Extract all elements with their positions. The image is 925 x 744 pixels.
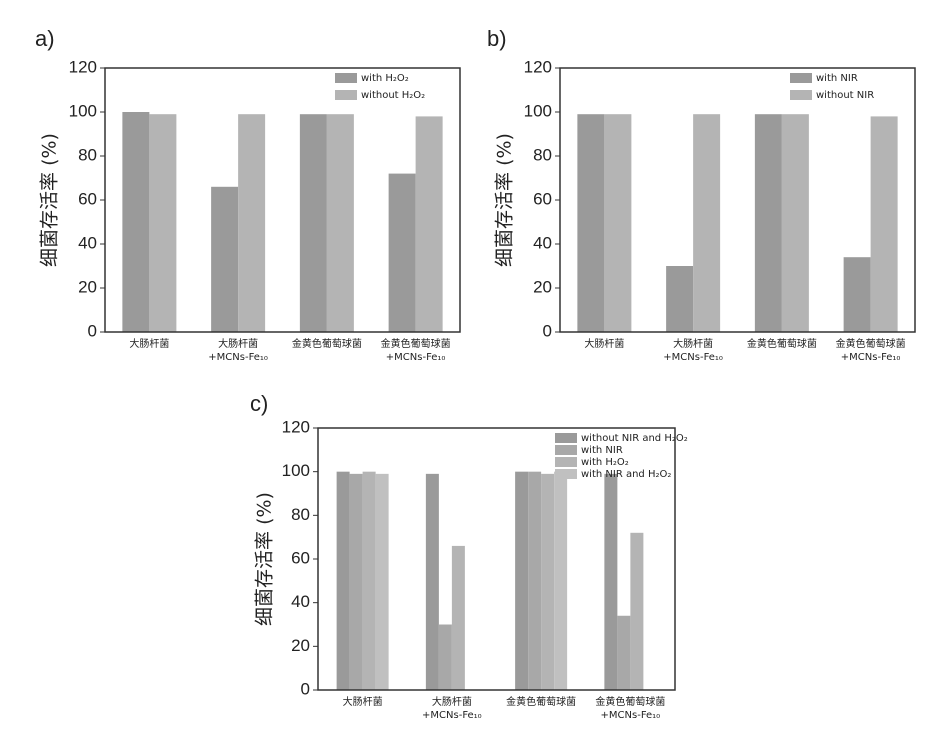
legend-label: with H₂O₂ [581, 457, 629, 468]
page: {"chart_data": [ {"type": "bar", "label"… [0, 0, 925, 744]
y-tick-label: 60 [291, 548, 310, 567]
x-tick-label: 金黄色葡萄球菌 [836, 337, 906, 350]
y-tick-label: 60 [533, 189, 552, 208]
y-tick-label: 0 [88, 321, 97, 340]
y-tick-label: 120 [282, 417, 310, 436]
legend-label: with NIR and H₂O₂ [581, 469, 671, 480]
panel-label: b) [487, 26, 507, 51]
bar [426, 474, 439, 690]
bar [871, 116, 898, 332]
bar [416, 116, 443, 332]
y-tick-label: 80 [533, 145, 552, 164]
y-tick-label: 0 [543, 321, 552, 340]
bar [604, 474, 617, 690]
legend-swatch [335, 90, 357, 100]
x-tick-label: 金黄色葡萄球菌 [747, 337, 817, 350]
legend-swatch [790, 73, 812, 83]
panel-label: a) [35, 26, 55, 51]
x-tick-label: 金黄色葡萄球菌 [292, 337, 362, 350]
legend-label: without H₂O₂ [361, 90, 425, 101]
bar [211, 187, 238, 332]
bar [844, 257, 871, 332]
legend-label: with NIR [816, 73, 858, 84]
y-tick-label: 80 [78, 145, 97, 164]
legend-swatch [555, 469, 577, 479]
bar [782, 114, 809, 332]
legend-label: with H₂O₂ [361, 73, 409, 84]
bar [604, 114, 631, 332]
x-tick-label: 大肠杆菌 [343, 695, 383, 708]
legend-swatch [335, 73, 357, 83]
bar [755, 114, 782, 332]
y-tick-label: 120 [524, 57, 552, 76]
x-tick-label: 大肠杆菌 [673, 337, 713, 350]
x-tick-label: 金黄色葡萄球菌 [506, 695, 576, 708]
bar [122, 112, 149, 332]
bar [666, 266, 693, 332]
bar [617, 616, 630, 690]
y-axis-label: 细菌存活率 (%) [39, 133, 61, 267]
legend-swatch [790, 90, 812, 100]
x-tick-label: 大肠杆菌 [218, 337, 258, 350]
y-tick-label: 100 [282, 461, 310, 480]
bar [350, 474, 363, 690]
y-axis-label: 细菌存活率 (%) [494, 133, 516, 267]
y-tick-label: 20 [291, 636, 310, 655]
bar [528, 472, 541, 690]
legend-swatch [555, 433, 577, 443]
y-tick-label: 60 [78, 189, 97, 208]
bar [149, 114, 176, 332]
y-tick-label: 0 [301, 679, 310, 698]
legend-swatch [555, 457, 577, 467]
bar [541, 474, 554, 690]
y-tick-label: 40 [291, 592, 310, 611]
x-tick-label: +MCNs-Fe₁₀ [663, 352, 723, 363]
legend-label: without NIR and H₂O₂ [581, 433, 688, 444]
y-axis-label: 细菌存活率 (%) [254, 492, 276, 626]
x-tick-label: 大肠杆菌 [432, 695, 472, 708]
bar [577, 114, 604, 332]
bar [327, 114, 354, 332]
bar [238, 114, 265, 332]
x-tick-label: 金黄色葡萄球菌 [595, 695, 665, 708]
panel-label: c) [250, 391, 268, 416]
bar [452, 546, 465, 690]
x-tick-label: 大肠杆菌 [129, 337, 169, 350]
y-tick-label: 120 [69, 57, 97, 76]
y-tick-label: 20 [533, 277, 552, 296]
bar [300, 114, 327, 332]
legend-label: without NIR [816, 90, 874, 101]
legend-label: with NIR [581, 445, 623, 456]
x-tick-label: +MCNs-Fe₁₀ [208, 352, 268, 363]
bar [630, 533, 643, 690]
bar [376, 474, 389, 690]
bar [693, 114, 720, 332]
legend-swatch [555, 445, 577, 455]
bar [439, 625, 452, 691]
bar [337, 472, 350, 690]
x-tick-label: +MCNs-Fe₁₀ [422, 710, 482, 721]
x-tick-label: +MCNs-Fe₁₀ [841, 352, 901, 363]
bar [363, 472, 376, 690]
y-tick-label: 100 [69, 101, 97, 120]
x-tick-label: 金黄色葡萄球菌 [381, 337, 451, 350]
y-tick-label: 100 [524, 101, 552, 120]
x-tick-label: 大肠杆菌 [584, 337, 624, 350]
bar [389, 174, 416, 332]
y-tick-label: 40 [533, 233, 552, 252]
x-tick-label: +MCNs-Fe₁₀ [386, 352, 446, 363]
y-tick-label: 20 [78, 277, 97, 296]
bar [554, 472, 567, 690]
y-tick-label: 80 [291, 505, 310, 524]
bar [515, 472, 528, 690]
x-tick-label: +MCNs-Fe₁₀ [601, 710, 661, 721]
figure: a)细菌存活率 (%)020406080100120大肠杆菌大肠杆菌+MCNs-… [0, 0, 925, 744]
y-tick-label: 40 [78, 233, 97, 252]
